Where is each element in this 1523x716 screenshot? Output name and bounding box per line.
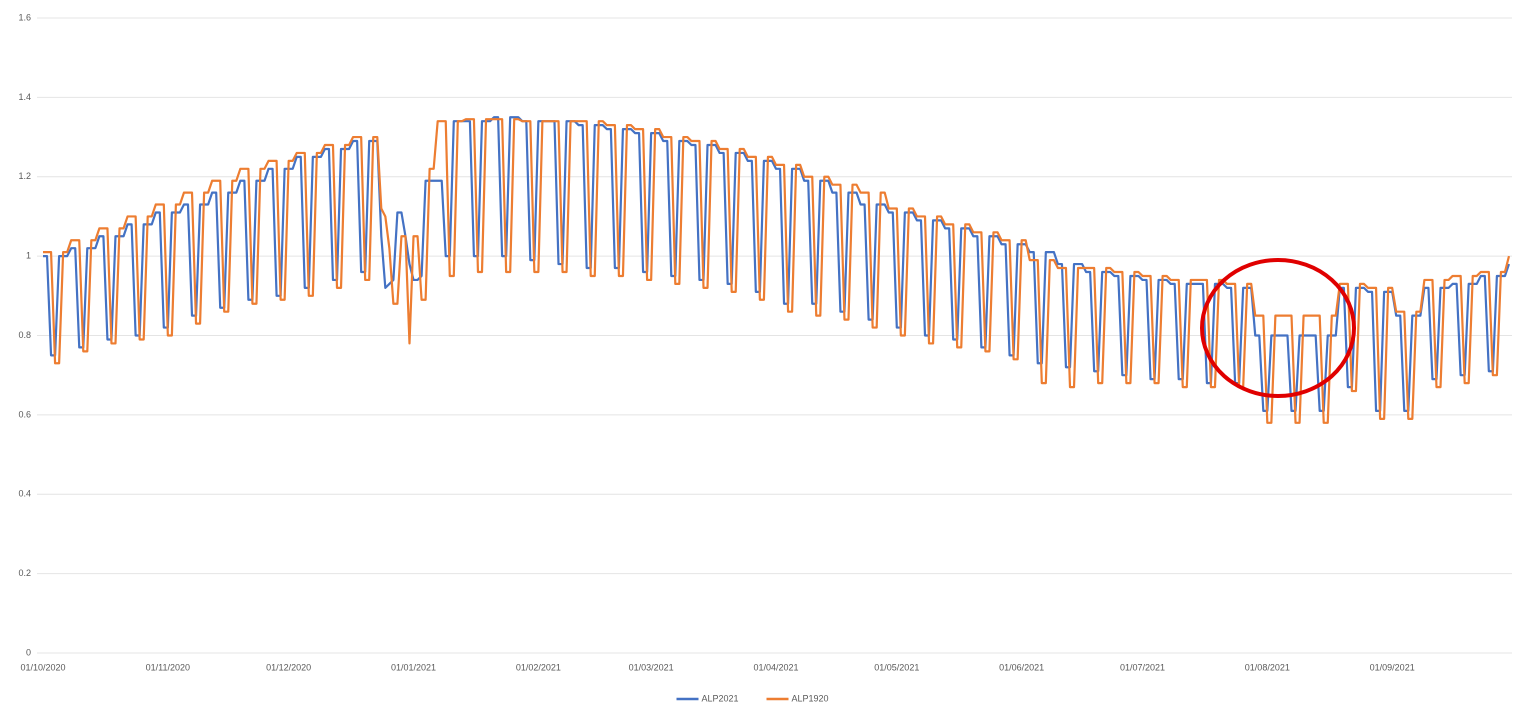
x-tick-label: 01/02/2021 (516, 662, 561, 672)
y-tick-label: 1.6 (18, 12, 31, 22)
x-tick-label: 01/03/2021 (629, 662, 674, 672)
y-tick-label: 0.8 (18, 330, 31, 340)
x-tick-label: 01/07/2021 (1120, 662, 1165, 672)
x-tick-label: 01/01/2021 (391, 662, 436, 672)
series-line (43, 116, 1511, 413)
grid: 0 0.2 0.4 0.6 0.8 1 1.2 1.4 1.6 01/10/2020 01/11/2… (18, 12, 1512, 672)
x-tick-label: 01/05/2021 (874, 662, 919, 672)
y-tick-label: 0 (26, 647, 31, 657)
plot-lines (43, 116, 1511, 424)
legend: ALP2021 ALP1920 (676, 693, 829, 703)
y-tick-label: 0.4 (18, 489, 31, 499)
y-tick-label: 1.2 (18, 171, 31, 181)
legend-label: ALP2021 (702, 693, 739, 703)
x-tick-label: 01/10/2020 (20, 662, 65, 672)
y-tick-label: 0.6 (18, 409, 31, 419)
legend-label: ALP1920 (792, 693, 829, 703)
y-tick-label: 1.4 (18, 92, 31, 102)
x-tick-label: 01/08/2021 (1245, 662, 1290, 672)
highlight-circle (1200, 258, 1356, 398)
y-tick-label: 1 (26, 251, 31, 261)
x-tick-label: 01/12/2020 (266, 662, 311, 672)
x-tick-label: 01/06/2021 (999, 662, 1044, 672)
x-tick-label: 01/11/2020 (146, 662, 190, 672)
x-tick-label: 01/04/2021 (753, 662, 798, 672)
y-tick-label: 0.2 (18, 568, 31, 578)
x-tick-label: 01/09/2021 (1370, 662, 1415, 672)
series-line (43, 118, 1511, 424)
